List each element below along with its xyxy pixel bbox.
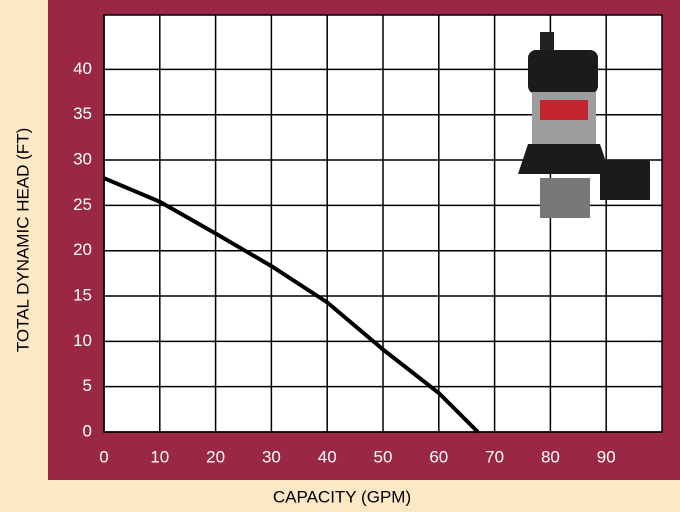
marks (103, 176, 480, 434)
x-tick-label: 30 (262, 447, 281, 466)
y-tick-label: 15 (73, 286, 92, 305)
x-tick-label: 10 (150, 447, 169, 466)
x-tick-label: 20 (206, 447, 225, 466)
x-tick-label: 90 (597, 447, 616, 466)
x-tick-label: 40 (318, 447, 337, 466)
x-tick-label: 60 (429, 447, 448, 466)
pump-label (540, 100, 588, 120)
y-tick-label: 35 (73, 104, 92, 123)
curve (103, 176, 480, 434)
pump-image (518, 32, 650, 218)
grid (103, 15, 662, 433)
y-tick-label: 0 (83, 421, 92, 440)
pump-base (518, 144, 610, 174)
pump-intake (540, 178, 590, 218)
y-tick-label: 5 (83, 376, 92, 395)
x-tick-label: 70 (485, 447, 504, 466)
y-tick-label: 10 (73, 331, 92, 350)
x-tick-label: 80 (541, 447, 560, 466)
pump-outlet (600, 160, 650, 200)
pump-motor-top (528, 50, 598, 94)
x-axis-title: CAPACITY (GPM) (273, 487, 411, 506)
y-tick-label: 30 (73, 150, 92, 169)
x-tick-label: 0 (99, 447, 108, 466)
y-tick-label: 20 (73, 240, 92, 259)
pump-handle (540, 32, 554, 54)
x-tick-label: 50 (374, 447, 393, 466)
y-tick-label: 25 (73, 195, 92, 214)
y-axis-title: TOTAL DYNAMIC HEAD (FT) (13, 128, 32, 352)
y-tick-label: 40 (73, 59, 92, 78)
